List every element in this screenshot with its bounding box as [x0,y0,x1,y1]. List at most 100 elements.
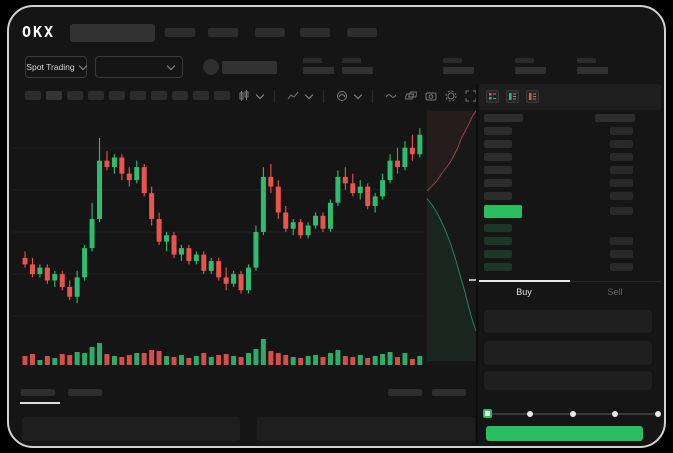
nav-item-placeholder[interactable] [347,28,377,37]
timeframe-slot[interactable] [109,91,125,100]
slider-stop[interactable] [655,411,661,417]
stat-label-placeholder [443,58,462,63]
trade-panel: Buy Sell [479,84,661,444]
stat-label-placeholder [577,58,596,63]
stat-value-placeholder [443,67,474,74]
bottom-action-placeholder[interactable] [432,389,466,396]
compare-icon[interactable] [404,89,418,103]
bottom-panel-left [22,417,240,441]
ask-row[interactable] [484,140,512,148]
pair-name-placeholder [222,61,277,74]
book-header-amount [595,114,635,122]
timeframe-slot[interactable] [67,91,83,100]
timeframe-slot[interactable] [151,91,167,100]
bottom-panel-right [257,417,475,441]
stat-label-placeholder [303,58,322,63]
divider [372,89,373,103]
slider-stop[interactable] [612,411,619,417]
divider [323,89,324,103]
screenshot-icon[interactable] [424,89,438,103]
indicators-icon[interactable] [335,89,349,103]
book-header-price [484,114,523,122]
tab-sell[interactable]: Sell [607,287,623,297]
orderbook-combined-icon[interactable] [486,90,499,103]
orderbook-bids-icon[interactable] [506,90,519,103]
chevron-down-icon [166,61,176,70]
price-row-amount [610,207,633,215]
tab-divider [479,281,661,282]
chevron-down-icon[interactable] [353,90,363,99]
nav-item-placeholder[interactable] [165,28,195,37]
bottom-tab-history[interactable] [68,389,102,396]
timeframe-slot[interactable] [130,91,146,100]
divider [274,89,275,103]
ask-row-amount [610,153,633,161]
orderbook-asks-icon[interactable] [526,90,539,103]
stat-label-placeholder [515,58,534,63]
okx-logo[interactable]: OKX [22,23,56,41]
ask-row-amount [610,166,633,174]
bid-row-amount [610,263,633,271]
app-window: OKX Spot Trading [7,5,666,448]
line-tools-icon[interactable] [384,89,398,103]
ask-row-amount [610,140,633,148]
ask-row[interactable] [484,166,512,174]
amount-field[interactable] [484,341,652,365]
ask-row-amount [610,192,633,200]
chevron-down-icon[interactable] [304,90,314,99]
bid-row-amount [610,250,633,258]
stat-value-placeholder [515,67,546,74]
chart-toolbar [237,89,478,103]
stat-label-placeholder [342,58,361,63]
settings-icon[interactable] [444,89,458,103]
bid-row[interactable] [484,250,512,258]
stat-value-placeholder [303,67,334,74]
bid-row-amount [610,237,633,245]
stat-value-placeholder [342,67,373,74]
bid-row[interactable] [484,224,512,232]
chevron-down-icon [78,61,87,70]
nav-item-placeholder[interactable] [208,28,238,37]
buy-submit-button[interactable] [486,426,643,441]
coin-avatar [203,59,219,75]
orderbook-toolbar [479,84,661,110]
chevron-down-icon[interactable] [255,90,265,99]
price-chart[interactable] [9,103,477,375]
ask-row[interactable] [484,192,512,200]
ask-row[interactable] [484,179,512,187]
timeframe-slot[interactable] [172,91,188,100]
nav-item-placeholder[interactable] [300,28,330,37]
tab-buy[interactable]: Buy [516,287,532,297]
slider-stop[interactable] [526,411,533,417]
stat-value-placeholder [577,67,608,74]
timeframe-slot[interactable] [214,91,230,100]
bid-row[interactable] [484,237,512,245]
search-input[interactable] [70,24,155,42]
timeframe-slot[interactable] [25,91,41,100]
ask-row-amount [610,127,633,135]
pair-selector-dropdown[interactable] [95,56,183,78]
timeframe-slot[interactable] [46,91,62,100]
total-field[interactable] [484,371,652,390]
nav-item-placeholder[interactable] [255,28,285,37]
slider-stop[interactable] [569,411,576,417]
chart-type-icon[interactable] [286,89,300,103]
timeframe-slot[interactable] [193,91,209,100]
candlestick-style-icon[interactable] [237,89,251,103]
slider-handle[interactable] [483,409,492,418]
bottom-tab-orders[interactable] [21,389,55,396]
ask-row-amount [610,179,633,187]
market-type-dropdown[interactable]: Spot Trading [25,56,87,78]
bottom-tab-underline [20,402,60,404]
ask-row[interactable] [484,153,512,161]
bid-row[interactable] [484,263,512,271]
panel-divider [476,84,478,444]
timeframe-slot[interactable] [88,91,104,100]
ask-row[interactable] [484,127,512,135]
price-field[interactable] [484,310,652,333]
bottom-action-placeholder[interactable] [388,389,422,396]
market-type-label: Spot Trading [26,62,75,72]
buy-tab-underline [479,280,570,282]
last-price-badge[interactable] [484,205,522,218]
